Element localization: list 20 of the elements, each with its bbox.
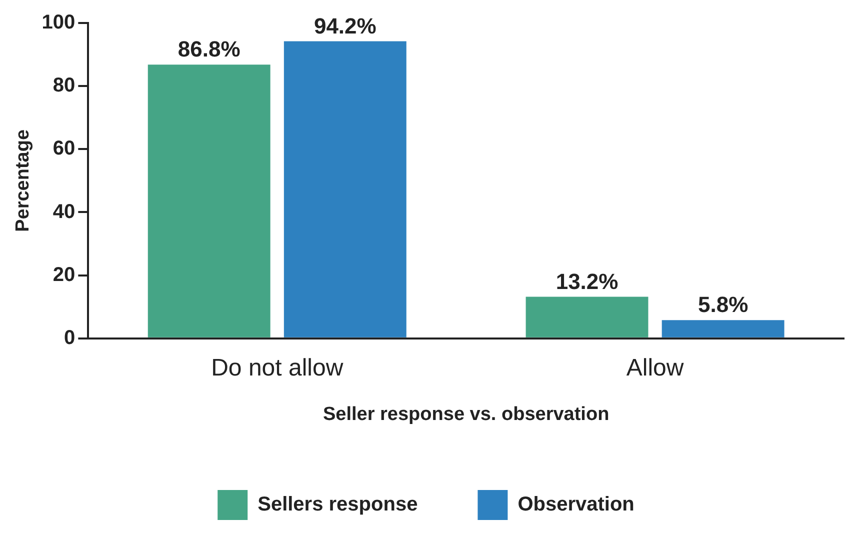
bar xyxy=(148,64,270,338)
data-label: 5.8% xyxy=(698,292,748,318)
data-label: 86.8% xyxy=(178,36,240,62)
y-tick-label: 0 xyxy=(64,326,76,349)
bar xyxy=(526,296,648,338)
y-tick-label: 100 xyxy=(42,12,76,34)
y-tick-label: 20 xyxy=(52,264,76,286)
y-tick-label: 60 xyxy=(52,138,76,160)
bar xyxy=(284,41,406,338)
x-axis-title: Seller response vs. observation xyxy=(322,404,610,425)
x-tick-label: Do not allow xyxy=(211,354,344,382)
y-tick-label: 80 xyxy=(52,74,76,97)
bar xyxy=(662,320,784,338)
y-axis-title: Percentage xyxy=(12,129,34,232)
data-label: 13.2% xyxy=(556,268,618,294)
legend-label: Observation xyxy=(518,494,634,516)
y-tick-label: 40 xyxy=(52,200,76,223)
legend-label: Sellers response xyxy=(258,494,418,516)
data-label: 94.2% xyxy=(314,13,376,38)
x-tick-label: Allow xyxy=(626,354,684,382)
